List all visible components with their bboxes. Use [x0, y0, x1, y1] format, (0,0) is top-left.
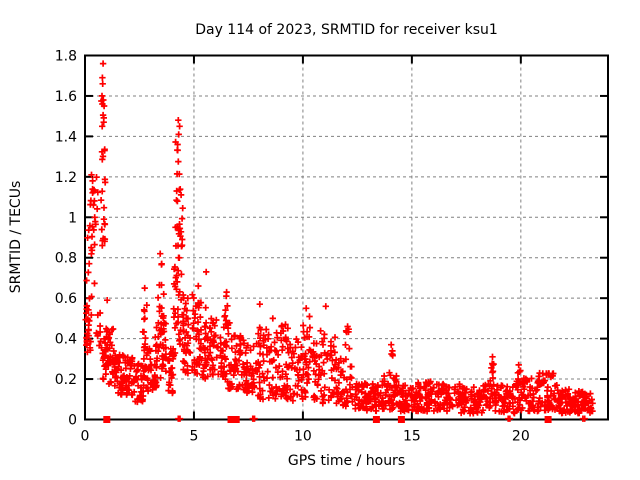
data-points — [82, 60, 596, 422]
y-axis-label: SRMTID / TECUs — [8, 180, 24, 294]
svg-text:5: 5 — [189, 429, 198, 445]
svg-text:1.2: 1.2 — [55, 170, 77, 186]
x-axis-label: GPS time / hours — [287, 453, 406, 469]
chart-title: Day 114 of 2023, SRMTID for receiver ksu… — [195, 22, 498, 38]
svg-text:15: 15 — [403, 429, 421, 445]
gridlines — [85, 55, 608, 420]
svg-text:0.8: 0.8 — [55, 251, 77, 267]
svg-text:0: 0 — [68, 413, 77, 429]
svg-text:20: 20 — [512, 429, 530, 445]
svg-text:0.2: 0.2 — [55, 372, 77, 388]
svg-text:1.6: 1.6 — [55, 89, 77, 105]
svg-text:0.6: 0.6 — [55, 291, 77, 307]
svg-text:10: 10 — [294, 429, 312, 445]
tick-labels: 0 0.2 0.4 0.6 0.8 1 1.2 1.4 1.6 1.8 0 5 10 15 20 — [55, 49, 530, 445]
baseline-markers — [103, 416, 552, 423]
svg-text:1.8: 1.8 — [55, 49, 77, 65]
svg-text:0.4: 0.4 — [55, 332, 77, 348]
svg-text:0: 0 — [81, 429, 90, 445]
axis-ticks — [84, 54, 607, 421]
svg-text:1.4: 1.4 — [55, 129, 77, 145]
svg-text:1: 1 — [68, 210, 77, 226]
